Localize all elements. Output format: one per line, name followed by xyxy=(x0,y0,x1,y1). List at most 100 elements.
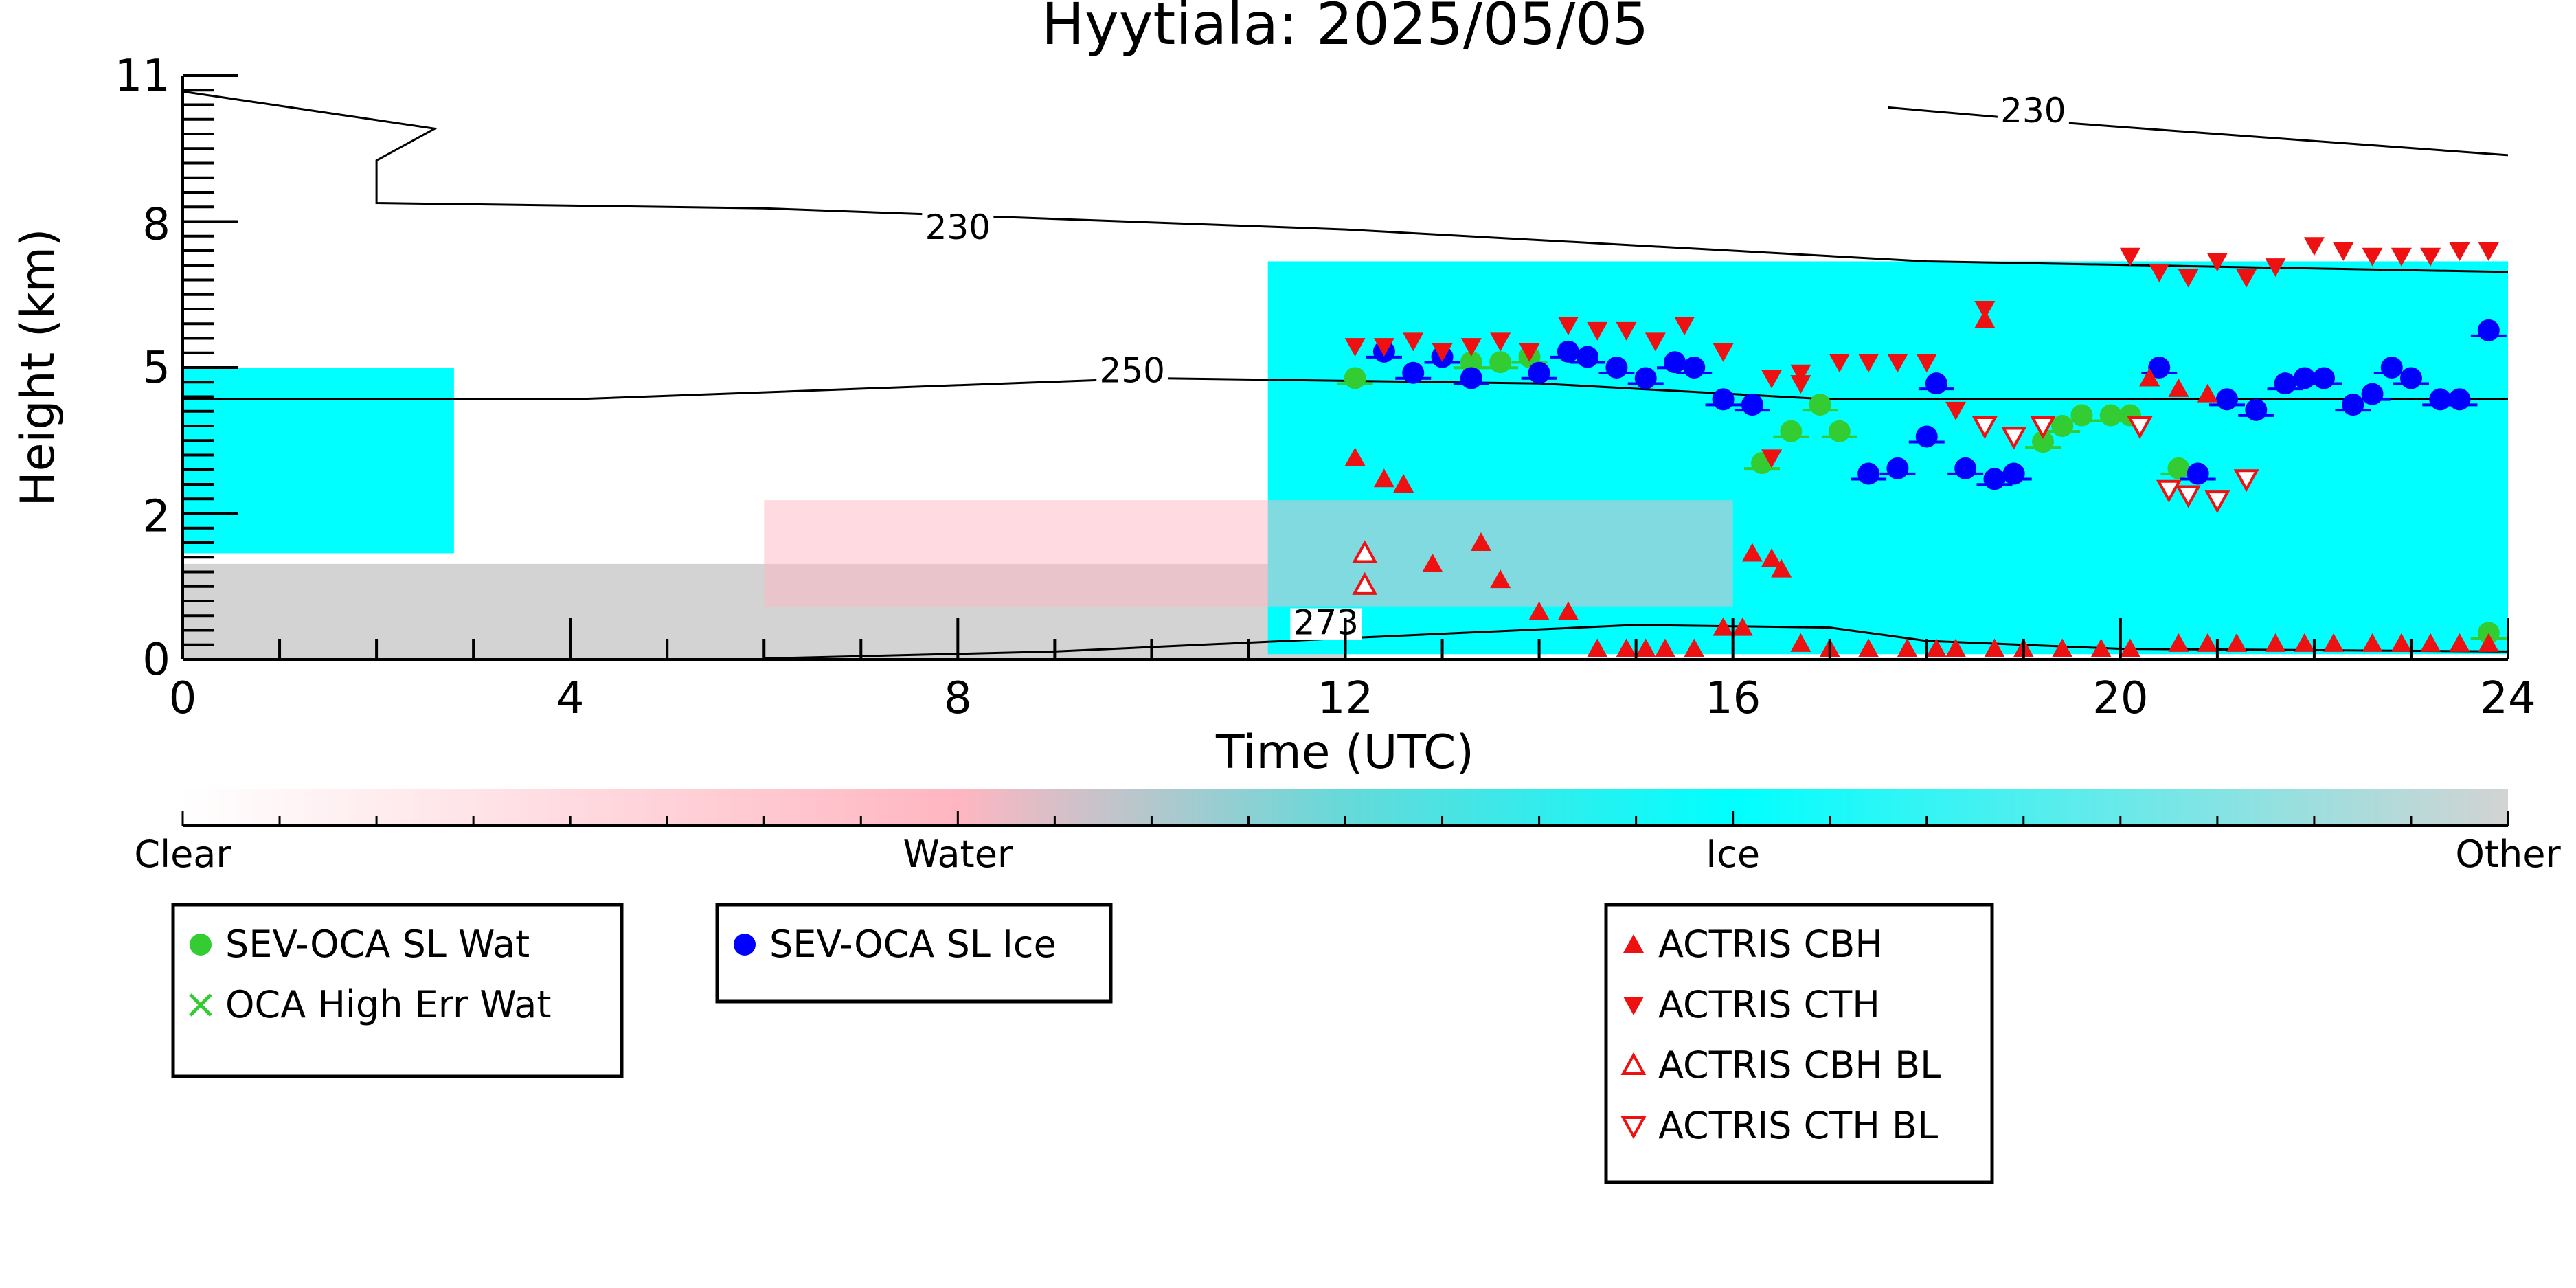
data-point xyxy=(2420,247,2441,267)
data-point xyxy=(1519,343,1540,362)
data-point xyxy=(1984,638,2005,657)
data-point xyxy=(2127,416,2153,440)
data-point xyxy=(1489,351,1512,374)
data-point xyxy=(1605,357,1628,379)
data-point xyxy=(1460,351,1482,374)
data-point xyxy=(2420,633,2441,652)
classification-region-ice xyxy=(183,368,454,554)
cloud-markers xyxy=(1337,237,2507,657)
data-point xyxy=(1422,553,1443,572)
data-point xyxy=(2070,404,2093,427)
data-point xyxy=(1790,375,1811,394)
data-point xyxy=(1828,420,1851,442)
data-point xyxy=(2429,388,2452,411)
data-point xyxy=(1809,394,1831,416)
data-point xyxy=(1587,321,1608,341)
data-point xyxy=(1829,354,1850,373)
data-point xyxy=(1780,420,1803,442)
data-point xyxy=(2148,357,2171,379)
classification-region-water xyxy=(764,500,1733,607)
colorbar-label-other: Other xyxy=(2455,833,2561,876)
data-point xyxy=(1971,416,1998,440)
y-axis-label: Height (km) xyxy=(11,228,65,506)
x-tick-label: 0 xyxy=(169,673,197,724)
data-point xyxy=(1528,601,1550,620)
data-point xyxy=(2313,367,2336,389)
data-point xyxy=(2265,258,2286,278)
data-point xyxy=(1713,343,1734,362)
data-point xyxy=(1916,354,1937,373)
data-point xyxy=(1344,338,1366,357)
colorbar-label-ice: Ice xyxy=(1706,833,1760,876)
data-point xyxy=(2380,357,2403,379)
data-point xyxy=(1460,338,1482,357)
data-point xyxy=(1915,425,1938,448)
legend-box-1: SEV-OCA SL Wat OCA High Err Wat xyxy=(171,903,624,1078)
contour-label-bg xyxy=(1096,356,1168,388)
data-point xyxy=(1577,346,1599,368)
data-point xyxy=(1432,343,1453,362)
data-point xyxy=(2294,633,2315,652)
data-point xyxy=(2477,319,2500,341)
data-point xyxy=(2362,633,2383,652)
data-point xyxy=(1352,540,1378,563)
legend-label: ACTRIS CBH BL xyxy=(1658,1043,1941,1087)
legend-frame xyxy=(171,903,624,1078)
legend-frame xyxy=(1604,903,1994,1184)
legend-marker xyxy=(189,993,212,1017)
data-point xyxy=(1683,357,1706,379)
data-point xyxy=(1858,354,1879,373)
legend-label: ACTRIS CTH xyxy=(1658,983,1880,1026)
legend-marker xyxy=(1620,1052,1647,1075)
data-point xyxy=(2478,242,2499,261)
contour-label: 230 xyxy=(2000,91,2066,131)
data-point xyxy=(2449,633,2470,652)
contour-label: 230 xyxy=(925,207,991,247)
data-point xyxy=(1373,468,1394,488)
data-point xyxy=(1974,301,1996,319)
data-point xyxy=(1712,388,1735,411)
data-point xyxy=(1674,317,1695,336)
data-point xyxy=(2090,638,2112,657)
data-point xyxy=(2139,368,2160,387)
data-point xyxy=(1634,367,1657,389)
contour-line-230 xyxy=(1888,106,2508,157)
data-point xyxy=(1460,367,1482,389)
data-point xyxy=(2197,383,2218,403)
x-tick-label: 20 xyxy=(2092,673,2148,724)
x-tick-label: 12 xyxy=(1318,673,1373,724)
data-point xyxy=(2002,462,2025,485)
data-point xyxy=(2197,633,2218,652)
data-point xyxy=(1761,449,1783,468)
chart-title: Hyytiala: 2025/05/05 xyxy=(1041,0,1649,58)
data-point xyxy=(2303,237,2325,256)
colorbar-label-water: Water xyxy=(903,833,1013,876)
data-point xyxy=(1945,638,1967,657)
data-point xyxy=(1761,370,1783,389)
data-point xyxy=(2391,633,2412,652)
data-point xyxy=(1858,638,1879,657)
data-point xyxy=(1403,332,1424,352)
data-point xyxy=(1771,558,1792,578)
x-tick-label: 24 xyxy=(2480,673,2535,724)
data-point xyxy=(1587,638,1608,657)
data-point xyxy=(1557,601,1579,620)
data-point xyxy=(1887,354,1908,373)
series-actris-cth-bl xyxy=(1971,416,2259,514)
colorbar-label-clear: Clear xyxy=(134,833,231,876)
data-point xyxy=(2399,367,2422,389)
data-point xyxy=(1645,332,1666,352)
colorbar-ticks xyxy=(181,811,2509,826)
data-point xyxy=(2448,388,2471,411)
y-tick-label: 2 xyxy=(142,491,170,542)
x-tick-label: 8 xyxy=(944,673,972,724)
data-point xyxy=(2391,247,2412,267)
series-actris-cth xyxy=(1344,237,2499,468)
y-tick-label: 0 xyxy=(142,635,170,686)
data-point xyxy=(2052,638,2073,657)
data-point xyxy=(2293,367,2316,389)
data-point xyxy=(1654,638,1675,657)
series-actris-cbh xyxy=(1344,309,2499,657)
data-point xyxy=(2274,372,2296,395)
